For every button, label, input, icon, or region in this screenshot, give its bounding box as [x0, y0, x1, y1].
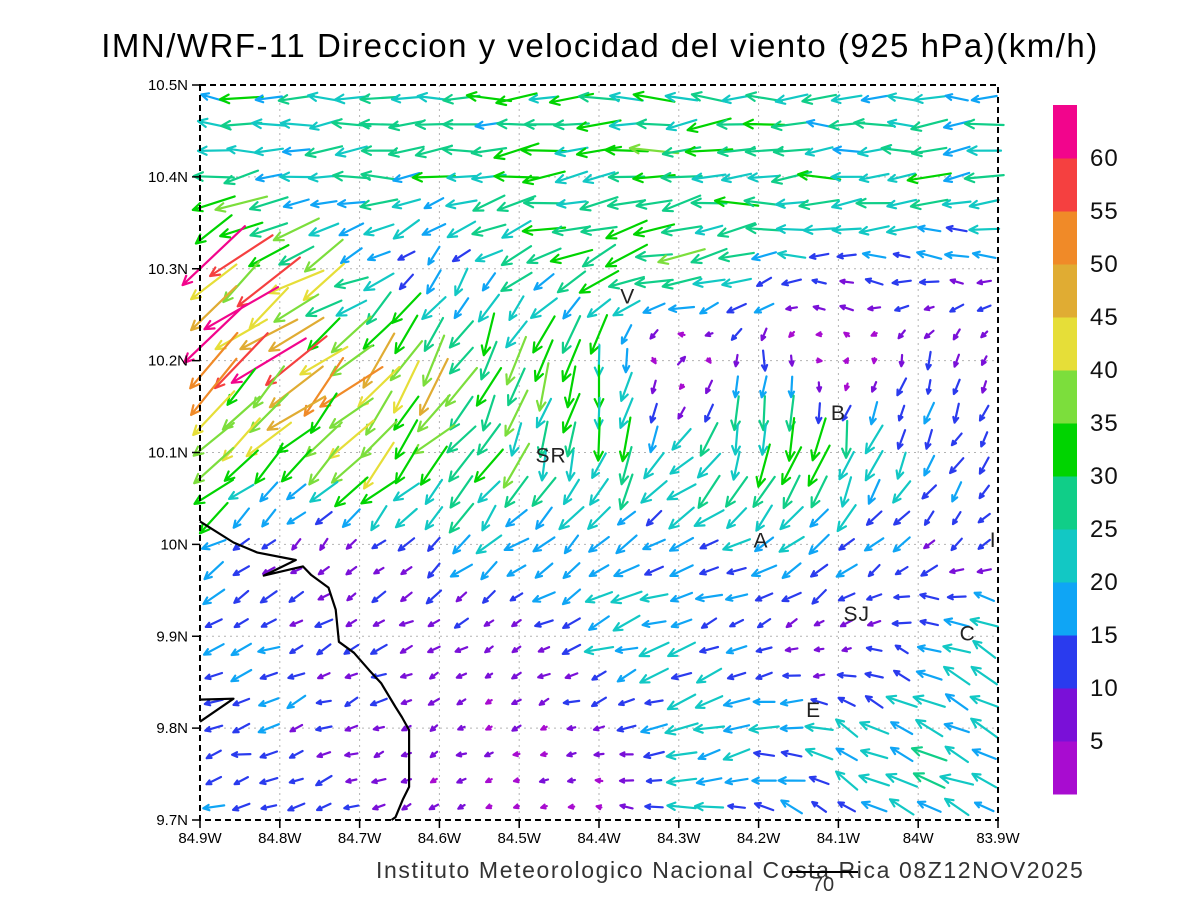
colorbar-segment	[1053, 105, 1077, 159]
station-label-sj: SJ	[843, 603, 870, 626]
station-label-b: B	[831, 402, 846, 425]
colorbar-segment	[1053, 529, 1077, 583]
colorbar-tick-label: 50	[1090, 251, 1119, 278]
y-axis-tick-label: 9.8N	[156, 720, 188, 737]
y-axis-tick-label: 10.4N	[148, 169, 188, 186]
reference-vector-line	[789, 871, 858, 873]
x-axis-tick-label: 84.2W	[737, 830, 781, 847]
station-label-i: I	[990, 529, 997, 552]
x-axis-tick-label: 84.7W	[338, 830, 382, 847]
colorbar-segment	[1053, 158, 1077, 212]
colorbar-tick-label: 45	[1090, 304, 1119, 331]
coastline-main	[199, 520, 411, 821]
y-axis-tick-label: 9.9N	[156, 628, 188, 645]
reference-vector-label: 70	[811, 874, 835, 896]
colorbar-tick-label: 60	[1090, 145, 1119, 172]
x-axis-tick-label: 84.9W	[178, 830, 222, 847]
colorbar-tick-label: 10	[1090, 675, 1119, 702]
colorbar-tick-label: 25	[1090, 516, 1119, 543]
colorbar-segment	[1053, 317, 1077, 371]
x-axis-tick-label: 84.3W	[657, 830, 701, 847]
chart-title: IMN/WRF-11 Direccion y velocidad del vie…	[101, 27, 1099, 64]
y-axis-tick-label: 10.3N	[148, 261, 188, 278]
colorbar-tick-label: 30	[1090, 463, 1119, 490]
station-label-e: E	[806, 699, 821, 722]
colorbar: 5 10 15 20 25 30 35 40 45 50 55 60	[1053, 105, 1119, 795]
colorbar-tick-label: 20	[1090, 569, 1119, 596]
station-label-c: C	[960, 622, 976, 645]
x-axis-tick-label: 83.9W	[976, 830, 1020, 847]
colorbar-segment	[1053, 370, 1077, 424]
colorbar-tick-label: 35	[1090, 410, 1119, 437]
y-axis-tick-label: 10.5N	[148, 77, 188, 94]
colorbar-segment	[1053, 582, 1077, 636]
colorbar-tick-label: 15	[1090, 622, 1119, 649]
colorbar-segment	[1053, 423, 1077, 477]
colorbar-segment	[1053, 264, 1077, 318]
colorbar-tick-label: 5	[1090, 728, 1104, 755]
x-axis-tick-label: 84.6W	[418, 830, 462, 847]
coastline-spit	[199, 697, 235, 723]
colorbar-tick-label: 55	[1090, 198, 1119, 225]
y-axis-tick-label: 10.1N	[148, 445, 188, 462]
colorbar-segment	[1053, 635, 1077, 689]
station-labels: V SR B A SJ C E I	[536, 285, 997, 722]
colorbar-segment	[1053, 688, 1077, 742]
x-axis-tick-label: 84.8W	[258, 830, 302, 847]
colorbar-segment	[1053, 741, 1077, 795]
axis-labels: 10.5N 10.4N 10.3N 10.2N 10.1N 10N 9.9N 9.8N 9.7N…	[148, 77, 1021, 847]
station-label-v: V	[620, 285, 635, 308]
colorbar-tick-label: 40	[1090, 357, 1119, 384]
colorbar-segment	[1053, 476, 1077, 530]
station-label-sr: SR	[536, 444, 567, 467]
y-axis-tick-label: 10.2N	[148, 353, 188, 370]
colorbar-segment	[1053, 211, 1077, 265]
y-axis-tick-label: 10N	[160, 536, 188, 553]
wind-arrows	[181, 90, 1005, 817]
y-axis-tick-label: 9.7N	[156, 812, 188, 829]
axis-ticks	[192, 84, 999, 828]
footer-credit: Instituto Meteorologico Nacional Costa R…	[376, 857, 1085, 883]
coastline	[199, 520, 411, 821]
x-axis-tick-label: 84.1W	[817, 830, 861, 847]
x-axis-tick-label: 84.4W	[577, 830, 621, 847]
x-axis-tick-label: 84.5W	[498, 830, 542, 847]
x-axis-tick-label: 84W	[903, 830, 935, 847]
station-label-a: A	[753, 530, 768, 553]
